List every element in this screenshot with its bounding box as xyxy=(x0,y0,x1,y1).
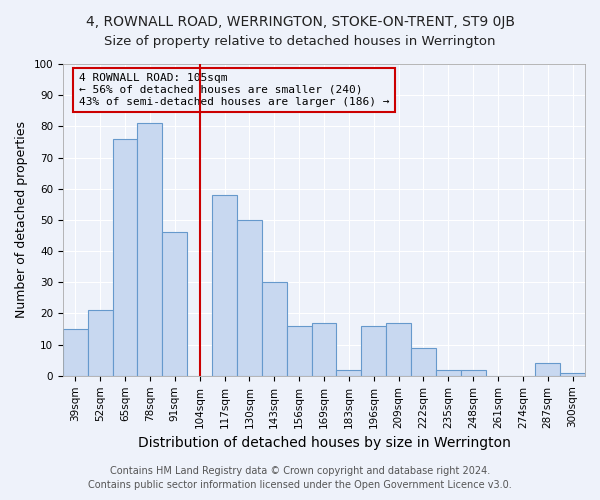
Bar xyxy=(88,310,113,376)
Text: Size of property relative to detached houses in Werrington: Size of property relative to detached ho… xyxy=(104,35,496,48)
Bar xyxy=(535,364,560,376)
X-axis label: Distribution of detached houses by size in Werrington: Distribution of detached houses by size … xyxy=(137,436,511,450)
Bar xyxy=(137,123,163,376)
Bar xyxy=(461,370,485,376)
Text: Contains HM Land Registry data © Crown copyright and database right 2024.
Contai: Contains HM Land Registry data © Crown c… xyxy=(88,466,512,490)
Bar xyxy=(287,326,311,376)
Bar xyxy=(386,323,411,376)
Text: 4 ROWNALL ROAD: 105sqm
← 56% of detached houses are smaller (240)
43% of semi-de: 4 ROWNALL ROAD: 105sqm ← 56% of detached… xyxy=(79,74,389,106)
Bar xyxy=(163,232,187,376)
Bar xyxy=(237,220,262,376)
Bar xyxy=(212,195,237,376)
Bar xyxy=(436,370,461,376)
Bar xyxy=(113,139,137,376)
Bar xyxy=(262,282,287,376)
Bar xyxy=(63,329,88,376)
Bar xyxy=(311,323,337,376)
Bar xyxy=(411,348,436,376)
Text: 4, ROWNALL ROAD, WERRINGTON, STOKE-ON-TRENT, ST9 0JB: 4, ROWNALL ROAD, WERRINGTON, STOKE-ON-TR… xyxy=(86,15,515,29)
Y-axis label: Number of detached properties: Number of detached properties xyxy=(15,122,28,318)
Bar xyxy=(361,326,386,376)
Bar xyxy=(560,372,585,376)
Bar xyxy=(337,370,361,376)
